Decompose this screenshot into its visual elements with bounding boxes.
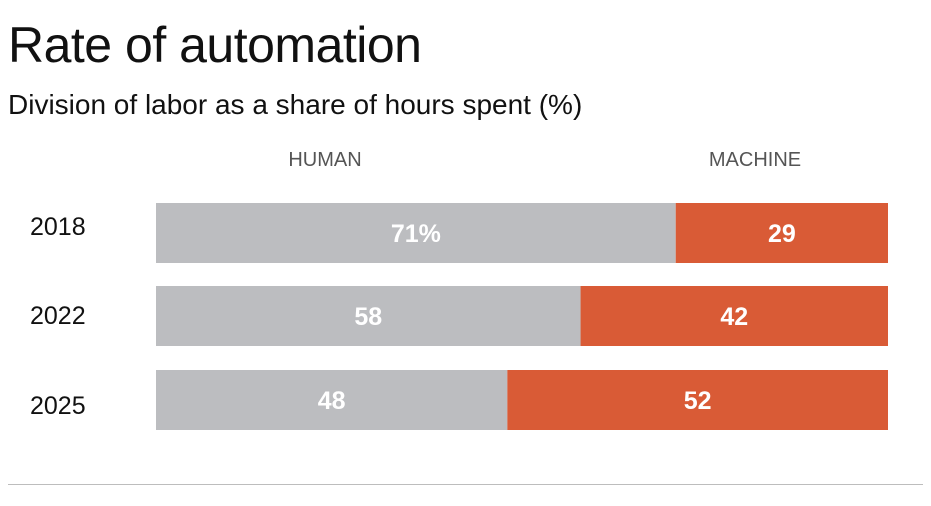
data-label-human-2022: 58: [354, 303, 382, 331]
chart-subtitle: Division of labor as a share of hours sp…: [8, 89, 583, 120]
legend-label-machine: MACHINE: [709, 149, 801, 171]
legend-label-human: HUMAN: [288, 149, 361, 171]
bar-human-2025: [156, 370, 508, 430]
chart-title: Rate of automation: [8, 17, 422, 73]
data-label-machine-2022: 42: [720, 303, 748, 331]
bar-human-2022: [156, 286, 581, 346]
data-label-machine-2025: 52: [684, 387, 712, 415]
footer-divider: [8, 484, 923, 485]
data-label-human-2025: 48: [318, 387, 346, 415]
data-label-machine-2018: 29: [768, 220, 796, 248]
bar-human-2018: [156, 203, 676, 263]
category-label-2022: 2022: [30, 302, 86, 330]
category-label-2018: 2018: [30, 213, 86, 241]
bar-machine-2018: [675, 203, 888, 263]
data-label-human-2018: 71%: [391, 220, 441, 248]
category-label-2025: 2025: [30, 392, 86, 420]
bar-machine-2022: [580, 286, 888, 346]
bar-machine-2025: [507, 370, 888, 430]
bars-group: 71% 29 58 42 48 52: [156, 203, 888, 430]
